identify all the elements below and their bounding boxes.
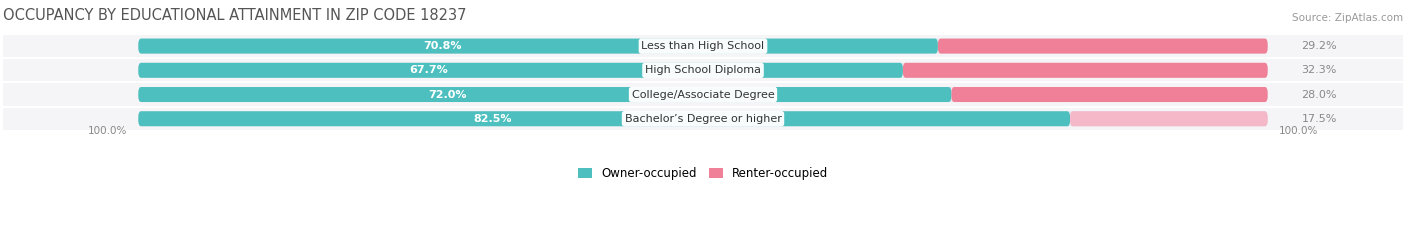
FancyBboxPatch shape xyxy=(138,39,1268,54)
FancyBboxPatch shape xyxy=(952,87,1268,102)
FancyBboxPatch shape xyxy=(138,87,1268,102)
FancyBboxPatch shape xyxy=(138,39,938,54)
Text: Bachelor’s Degree or higher: Bachelor’s Degree or higher xyxy=(624,114,782,124)
Text: 72.0%: 72.0% xyxy=(427,89,467,99)
FancyBboxPatch shape xyxy=(3,59,1406,82)
FancyBboxPatch shape xyxy=(138,87,952,102)
FancyBboxPatch shape xyxy=(138,111,1268,126)
Text: College/Associate Degree: College/Associate Degree xyxy=(631,89,775,99)
FancyBboxPatch shape xyxy=(903,63,1268,78)
Text: Source: ZipAtlas.com: Source: ZipAtlas.com xyxy=(1292,13,1403,23)
Text: 100.0%: 100.0% xyxy=(1279,126,1319,136)
Text: Less than High School: Less than High School xyxy=(641,41,765,51)
FancyBboxPatch shape xyxy=(938,39,1268,54)
FancyBboxPatch shape xyxy=(3,35,1406,57)
FancyBboxPatch shape xyxy=(3,83,1406,106)
Text: OCCUPANCY BY EDUCATIONAL ATTAINMENT IN ZIP CODE 18237: OCCUPANCY BY EDUCATIONAL ATTAINMENT IN Z… xyxy=(3,8,467,23)
Text: 29.2%: 29.2% xyxy=(1302,41,1337,51)
Text: 67.7%: 67.7% xyxy=(409,65,449,75)
Text: 70.8%: 70.8% xyxy=(423,41,461,51)
Text: 28.0%: 28.0% xyxy=(1302,89,1337,99)
Legend: Owner-occupied, Renter-occupied: Owner-occupied, Renter-occupied xyxy=(572,163,834,185)
Text: High School Diploma: High School Diploma xyxy=(645,65,761,75)
Text: 32.3%: 32.3% xyxy=(1302,65,1337,75)
FancyBboxPatch shape xyxy=(138,63,1268,78)
FancyBboxPatch shape xyxy=(3,108,1406,130)
FancyBboxPatch shape xyxy=(1070,111,1268,126)
Text: 100.0%: 100.0% xyxy=(87,126,127,136)
FancyBboxPatch shape xyxy=(138,63,903,78)
FancyBboxPatch shape xyxy=(138,111,1070,126)
Text: 17.5%: 17.5% xyxy=(1302,114,1337,124)
Text: 82.5%: 82.5% xyxy=(472,114,512,124)
